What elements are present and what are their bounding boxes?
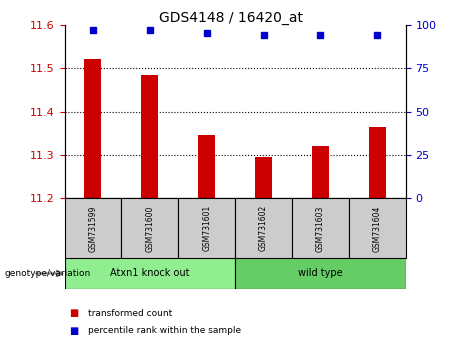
Bar xyxy=(121,198,178,258)
Text: GSM731603: GSM731603 xyxy=(316,205,325,252)
Bar xyxy=(235,258,406,289)
Text: wild type: wild type xyxy=(298,268,343,279)
Text: GSM731602: GSM731602 xyxy=(259,205,268,251)
Text: transformed count: transformed count xyxy=(88,309,172,318)
Text: genotype/variation: genotype/variation xyxy=(5,269,91,278)
Bar xyxy=(84,59,101,198)
Bar xyxy=(349,198,406,258)
Text: GSM731604: GSM731604 xyxy=(373,205,382,252)
Bar xyxy=(255,157,272,198)
Text: percentile rank within the sample: percentile rank within the sample xyxy=(88,326,241,336)
Text: GSM731599: GSM731599 xyxy=(89,205,97,252)
Text: Atxn1 knock out: Atxn1 knock out xyxy=(110,268,189,279)
Bar xyxy=(198,135,215,198)
Text: GSM731600: GSM731600 xyxy=(145,205,154,252)
Bar xyxy=(369,127,386,198)
Bar xyxy=(65,198,121,258)
Bar xyxy=(142,75,159,198)
Bar xyxy=(312,146,329,198)
Bar xyxy=(292,198,349,258)
Bar xyxy=(235,198,292,258)
Bar xyxy=(65,258,235,289)
Text: GSM731601: GSM731601 xyxy=(202,205,211,251)
Bar xyxy=(178,198,235,258)
Text: GDS4148 / 16420_at: GDS4148 / 16420_at xyxy=(159,11,302,25)
Text: ■: ■ xyxy=(69,326,78,336)
Text: ■: ■ xyxy=(69,308,78,318)
